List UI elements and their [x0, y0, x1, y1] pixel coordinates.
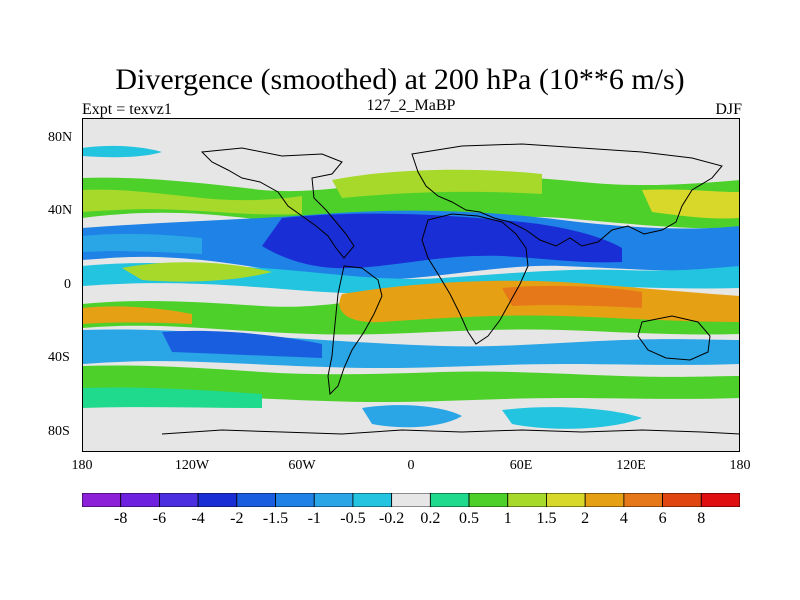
colorbar-swatch	[159, 493, 199, 507]
colorbar-tick-label: 1	[503, 510, 512, 527]
x-tick-label: 120W	[174, 458, 210, 473]
eurasia-outline	[411, 143, 723, 247]
x-tick-label: 180	[71, 458, 93, 473]
colorbar-tick-label: 4	[619, 510, 628, 527]
y-tick-label: 0	[64, 277, 71, 292]
colorbar-swatch	[352, 493, 393, 507]
coastlines	[161, 143, 740, 435]
nh-midlat-core-2	[642, 189, 740, 219]
colorbar-tick-label: -4	[191, 510, 205, 527]
nh-west-patch	[82, 233, 202, 254]
season-label: DJF	[715, 101, 742, 118]
y-tick-label: 40N	[48, 203, 73, 218]
colorbar-tick-label: 8	[697, 510, 706, 527]
colorbar-tick-label: 6	[658, 510, 667, 527]
colorbar-tick-label: 2	[581, 510, 590, 527]
north-america-outline	[200, 147, 355, 259]
colorbar-swatch	[662, 493, 702, 507]
colorbar-swatch	[700, 493, 740, 507]
sh-highlat-teal	[82, 387, 262, 408]
colorbar-tick-label: -8	[114, 510, 128, 527]
colorbar-swatch	[82, 493, 122, 507]
y-tick-label: 80N	[48, 130, 73, 145]
experiment-label: Expt = texvz1	[82, 101, 172, 118]
colorbar-swatch	[275, 493, 315, 507]
colorbar-swatch	[391, 493, 431, 507]
colorbar-tick-label: -6	[152, 510, 167, 527]
antarctic-patch-2	[502, 407, 642, 429]
antarctic-patch-1	[362, 405, 462, 428]
x-tick-label: 60E	[509, 458, 533, 473]
nh-midlat-band	[82, 176, 740, 229]
sh-west-orange	[82, 306, 192, 324]
subtitle-label: 127_2_MaBP	[366, 97, 456, 114]
colorbar-tick-label: -1	[307, 510, 321, 527]
y-tick-label: 40S	[48, 350, 70, 365]
colorbar-swatch	[507, 493, 547, 507]
x-tick-label: 0	[407, 458, 415, 473]
colorbar-swatch	[584, 493, 625, 507]
colorbar-tick-label: 0.2	[420, 510, 441, 527]
sh-tropic-hot	[502, 285, 642, 308]
colorbar-tick-label: -0.5	[340, 510, 366, 527]
colorbar-swatch	[623, 493, 663, 507]
y-tick-label: 80S	[48, 424, 70, 439]
colorbar-tick-label: -1.5	[262, 510, 289, 527]
colorbar-swatch	[429, 493, 470, 507]
south-america-outline	[327, 265, 383, 396]
antarctica-outline	[161, 429, 740, 435]
colorbar	[82, 493, 740, 507]
colorbar-tick-label: 0.5	[459, 510, 480, 527]
colorbar-swatch	[120, 493, 160, 507]
colorbar-swatch	[546, 493, 586, 507]
colorbar-swatch	[236, 493, 276, 507]
sh-highlat-band	[82, 365, 740, 402]
contour-fills	[82, 145, 740, 429]
colorbar-tick-label: -0.2	[378, 510, 405, 527]
sh-midlat-core	[162, 330, 322, 358]
africa-outline	[421, 213, 529, 345]
chart-title: Divergence (smoothed) at 200 hPa (10**6 …	[115, 63, 685, 96]
nh-east-patch	[332, 169, 542, 198]
x-tick-label: 180	[729, 458, 751, 473]
divergence-map	[82, 118, 740, 452]
colorbar-tick-label: -2	[230, 510, 244, 527]
colorbar-swatch	[197, 493, 238, 507]
nh-subtropic-core	[262, 213, 622, 269]
australia-outline	[637, 315, 711, 361]
colorbar-tick-label: 1.5	[536, 510, 557, 527]
colorbar-swatch	[313, 493, 354, 507]
trop-pacific-green	[122, 262, 272, 282]
nh-midlat-core	[82, 189, 302, 215]
x-tick-label: 120E	[616, 458, 646, 473]
x-tick-label: 60W	[288, 458, 316, 473]
arctic-patch	[82, 145, 162, 158]
colorbar-swatch	[468, 493, 509, 507]
